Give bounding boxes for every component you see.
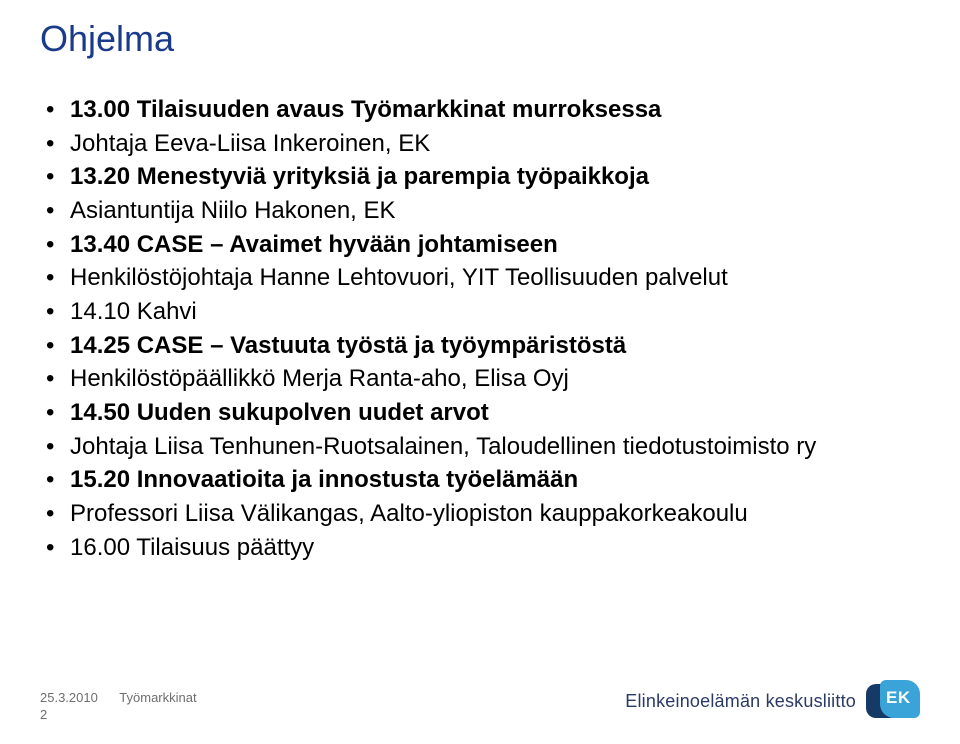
agenda-text: Asiantuntija Niilo Hakonen, EK: [70, 197, 396, 224]
agenda-text: 15.20 Innovaatioita ja innostusta työelä…: [70, 466, 578, 493]
agenda-text: Henkilöstöjohtaja Hanne Lehtovuori, YIT …: [70, 264, 728, 291]
page-title: Ohjelma: [40, 18, 920, 60]
footer-date: 25.3.2010: [40, 690, 98, 705]
footer-event: Työmarkkinat: [119, 690, 196, 705]
agenda-text: 13.40 CASE – Avaimet hyvään johtamiseen: [70, 231, 558, 258]
logo-mark-label: EK: [886, 688, 911, 708]
agenda-text: Henkilöstöpäällikkö Merja Ranta-aho, Eli…: [70, 365, 569, 392]
list-item: 13.00 Tilaisuuden avaus Työmarkkinat mur…: [46, 94, 920, 126]
list-item: Henkilöstöjohtaja Hanne Lehtovuori, YIT …: [46, 262, 920, 294]
footer: 25.3.2010 Työmarkkinat 2: [40, 689, 197, 724]
agenda-text: 14.25 CASE – Vastuuta työstä ja työympär…: [70, 332, 626, 359]
list-item: 15.20 Innovaatioita ja innostusta työelä…: [46, 464, 920, 496]
agenda-text: 13.00 Tilaisuuden avaus Työmarkkinat mur…: [70, 96, 661, 123]
list-item: 14.10 Kahvi: [46, 296, 920, 328]
list-item: 13.40 CASE – Avaimet hyvään johtamiseen: [46, 229, 920, 261]
agenda-text: Johtaja Eeva-Liisa Inkeroinen, EK: [70, 130, 430, 157]
footer-page: 2: [40, 706, 197, 724]
list-item: Henkilöstöpäällikkö Merja Ranta-aho, Eli…: [46, 363, 920, 395]
list-item: 16.00 Tilaisuus päättyy: [46, 532, 920, 564]
logo: Elinkeinoelämän keskusliitto EK: [625, 680, 920, 722]
list-item: Johtaja Eeva-Liisa Inkeroinen, EK: [46, 128, 920, 160]
agenda-text: Johtaja Liisa Tenhunen-Ruotsalainen, Tal…: [70, 433, 816, 460]
list-item: Asiantuntija Niilo Hakonen, EK: [46, 195, 920, 227]
agenda-text: 13.20 Menestyviä yrityksiä ja parempia t…: [70, 163, 649, 190]
agenda-text: Professori Liisa Välikangas, Aalto-yliop…: [70, 500, 748, 527]
list-item: 14.50 Uuden sukupolven uudet arvot: [46, 397, 920, 429]
list-item: Johtaja Liisa Tenhunen-Ruotsalainen, Tal…: [46, 431, 920, 463]
list-item: 14.25 CASE – Vastuuta työstä ja työympär…: [46, 330, 920, 362]
slide: Ohjelma 13.00 Tilaisuuden avaus Työmarkk…: [0, 0, 960, 744]
logo-mark-icon: EK: [866, 680, 920, 722]
agenda-list: 13.00 Tilaisuuden avaus Työmarkkinat mur…: [40, 94, 920, 563]
list-item: Professori Liisa Välikangas, Aalto-yliop…: [46, 498, 920, 530]
logo-text: Elinkeinoelämän keskusliitto: [625, 691, 856, 712]
list-item: 13.20 Menestyviä yrityksiä ja parempia t…: [46, 161, 920, 193]
agenda-text: 16.00 Tilaisuus päättyy: [70, 534, 314, 561]
agenda-text: 14.10 Kahvi: [70, 298, 197, 325]
agenda-text: 14.50 Uuden sukupolven uudet arvot: [70, 399, 489, 426]
